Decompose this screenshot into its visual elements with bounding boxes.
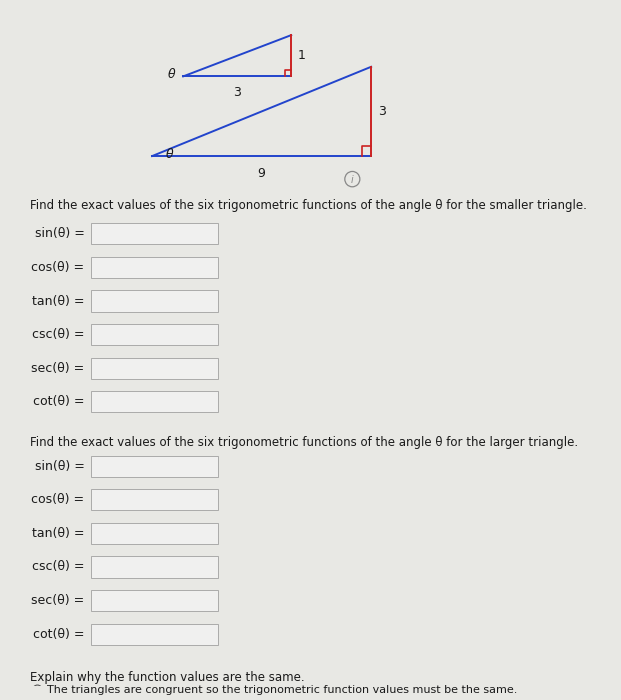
Text: tan(θ) =: tan(θ) = xyxy=(32,295,84,307)
Text: Explain why the function values are the same.: Explain why the function values are the … xyxy=(30,671,304,684)
Bar xyxy=(91,489,218,510)
Text: cot(θ) =: cot(θ) = xyxy=(33,395,84,408)
Bar xyxy=(91,290,218,312)
Bar xyxy=(91,523,218,544)
Text: 9: 9 xyxy=(258,167,266,180)
Bar xyxy=(91,257,218,278)
Text: tan(θ) =: tan(θ) = xyxy=(32,527,84,540)
Text: sin(θ) =: sin(θ) = xyxy=(35,228,84,240)
Bar xyxy=(91,324,218,345)
Text: The triangles are congruent so the trigonometric function values must be the sam: The triangles are congruent so the trigo… xyxy=(47,685,517,695)
Text: cot(θ) =: cot(θ) = xyxy=(33,628,84,640)
Text: θ: θ xyxy=(168,68,176,81)
Text: sec(θ) =: sec(θ) = xyxy=(31,594,84,607)
Text: csc(θ) =: csc(θ) = xyxy=(32,561,84,573)
Text: cos(θ) =: cos(θ) = xyxy=(31,494,84,506)
Bar xyxy=(91,391,218,412)
Bar xyxy=(91,456,218,477)
Text: cos(θ) =: cos(θ) = xyxy=(31,261,84,274)
Bar xyxy=(91,358,218,379)
Bar xyxy=(91,223,218,244)
Text: Find the exact values of the six trigonometric functions of the angle θ for the : Find the exact values of the six trigono… xyxy=(30,436,578,449)
Text: i: i xyxy=(351,175,354,185)
Text: sin(θ) =: sin(θ) = xyxy=(35,460,84,473)
Text: sec(θ) =: sec(θ) = xyxy=(31,362,84,375)
Text: Find the exact values of the six trigonometric functions of the angle θ for the : Find the exact values of the six trigono… xyxy=(30,199,587,212)
Bar xyxy=(91,624,218,645)
Text: 3: 3 xyxy=(233,86,241,99)
Bar xyxy=(91,590,218,611)
Text: θ: θ xyxy=(165,148,173,161)
Bar xyxy=(91,556,218,577)
Text: 3: 3 xyxy=(378,105,386,118)
Text: 1: 1 xyxy=(298,49,306,62)
Text: csc(θ) =: csc(θ) = xyxy=(32,328,84,341)
